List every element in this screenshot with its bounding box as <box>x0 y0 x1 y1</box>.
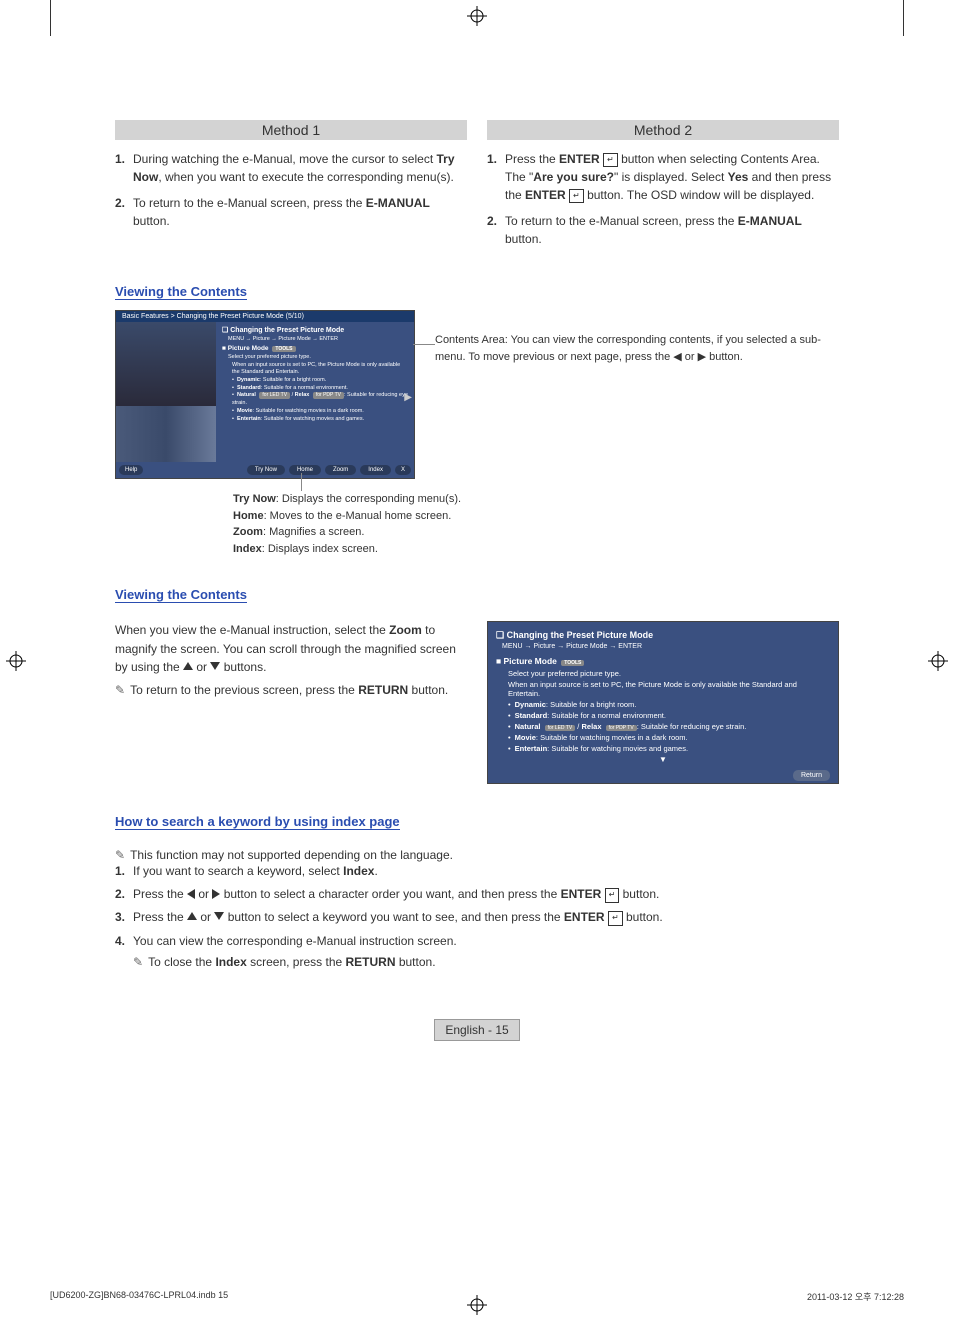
contents-area-callout: Contents Area: You can view the correspo… <box>435 310 839 479</box>
zoom-instruction-text: When you view the e-Manual instruction, … <box>115 621 467 677</box>
close-index-note: To close the Index screen, press the RET… <box>133 955 839 969</box>
crop-mark <box>50 0 51 36</box>
section-title: How to search a keyword by using index p… <box>115 814 400 830</box>
return-note: To return to the previous screen, press … <box>115 681 467 700</box>
method-1-steps: 1.During watching the e-Manual, move the… <box>115 150 467 230</box>
screenshot-button-legend: Try Now: Displays the corresponding menu… <box>233 491 839 557</box>
screenshot-breadcrumb: Basic Features > Changing the Preset Pic… <box>116 311 414 322</box>
zoom-screenshot: ❏ Changing the Preset Picture Mode MENU … <box>487 621 839 784</box>
registration-mark <box>928 651 948 671</box>
method-1-column: Method 1 1.During watching the e-Manual,… <box>115 120 467 256</box>
index-steps: 1.If you want to search a keyword, selec… <box>115 862 839 951</box>
section-title: Viewing the Contents <box>115 284 247 300</box>
emanual-screenshot: Basic Features > Changing the Preset Pic… <box>115 310 415 479</box>
registration-mark <box>6 651 26 671</box>
screenshot-contents-area: ❏ Changing the Preset Picture Mode MENU … <box>216 322 414 462</box>
crop-mark <box>903 0 904 36</box>
method-2-column: Method 2 1.Press the ENTER ↵ button when… <box>487 120 839 256</box>
language-note: This function may not supported dependin… <box>115 848 839 862</box>
screenshot-help-button: Help <box>119 465 143 475</box>
viewing-contents-section-1: Viewing the Contents Basic Features > Ch… <box>115 284 839 557</box>
screenshot-thumbnail <box>116 322 216 462</box>
method-1-title: Method 1 <box>115 120 467 140</box>
method-2-steps: 1.Press the ENTER ↵ button when selectin… <box>487 150 839 248</box>
method-2-title: Method 2 <box>487 120 839 140</box>
section-title: Viewing the Contents <box>115 587 247 603</box>
viewing-contents-section-2: Viewing the Contents When you view the e… <box>115 587 839 784</box>
registration-mark <box>467 6 487 26</box>
index-search-section: How to search a keyword by using index p… <box>115 814 839 969</box>
page-number-footer: English - 15 <box>115 1019 839 1041</box>
zoom-return-button: Return <box>793 770 830 781</box>
document-footer: [UD6200-ZG]BN68-03476C-LPRL04.indb 15 20… <box>50 1290 904 1303</box>
